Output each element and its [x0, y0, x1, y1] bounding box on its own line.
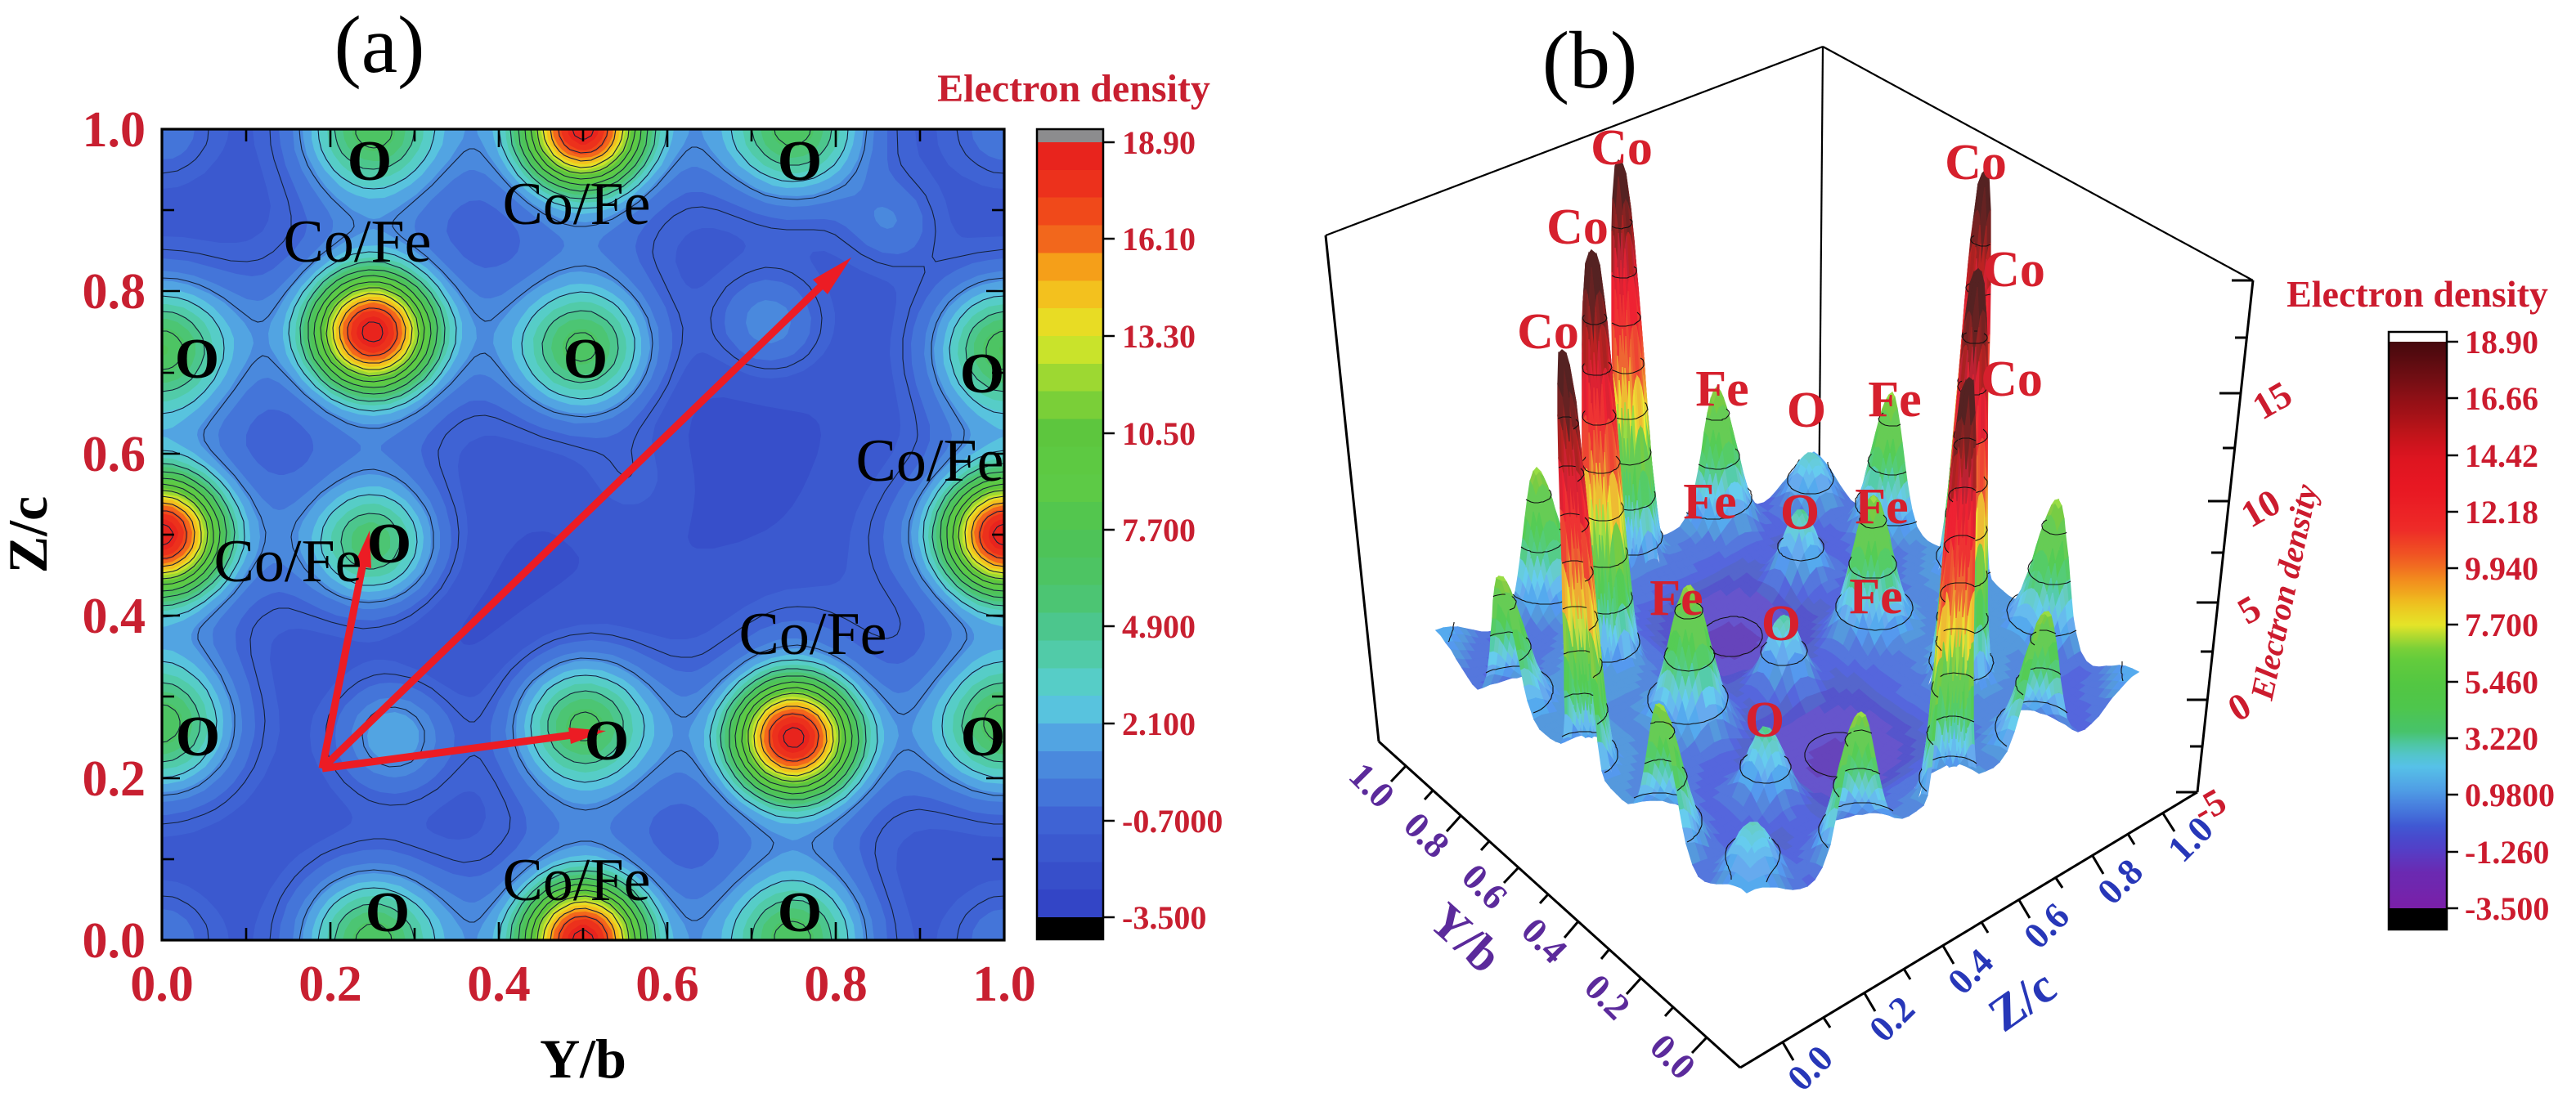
svg-text:7.700: 7.700 [1122, 512, 1196, 549]
svg-text:0.0: 0.0 [83, 913, 146, 969]
svg-text:O: O [1745, 692, 1784, 748]
svg-text:0.6: 0.6 [83, 427, 146, 482]
svg-text:Co: Co [1517, 304, 1579, 360]
svg-text:Co/Fe: Co/Fe [739, 601, 887, 668]
svg-text:18.90: 18.90 [1122, 124, 1196, 161]
svg-text:O: O [175, 328, 219, 391]
svg-text:Co/Fe: Co/Fe [503, 847, 651, 914]
svg-text:-3.500: -3.500 [2465, 890, 2549, 927]
svg-text:O: O [585, 710, 629, 773]
svg-text:2.100: 2.100 [1122, 706, 1196, 742]
svg-text:Co: Co [1546, 199, 1609, 255]
svg-text:Electron density: Electron density [2287, 273, 2548, 315]
svg-text:0.0: 0.0 [130, 956, 194, 1012]
svg-text:4.900: 4.900 [1122, 608, 1196, 645]
svg-text:10.50: 10.50 [1122, 415, 1196, 452]
svg-text:O: O [1787, 383, 1826, 438]
svg-text:9.940: 9.940 [2465, 550, 2538, 587]
svg-text:O: O [348, 130, 392, 193]
svg-text:Fe: Fe [1855, 479, 1908, 535]
svg-text:5.460: 5.460 [2465, 664, 2538, 701]
svg-text:7.700: 7.700 [2465, 607, 2538, 643]
svg-text:Fe: Fe [1695, 361, 1748, 417]
svg-text:Co: Co [1981, 352, 2043, 407]
svg-text:Co/Fe: Co/Fe [214, 528, 362, 595]
svg-text:O: O [960, 343, 1004, 405]
svg-text:0.8: 0.8 [83, 264, 146, 320]
svg-text:Fe: Fe [1649, 571, 1703, 626]
svg-text:-0.7000: -0.7000 [1122, 803, 1223, 840]
svg-text:Co/Fe: Co/Fe [503, 171, 651, 238]
svg-text:13.30: 13.30 [1122, 318, 1196, 355]
svg-text:Co: Co [1983, 242, 2045, 298]
svg-text:Fe: Fe [1868, 372, 1921, 428]
svg-text:Fe: Fe [1683, 474, 1736, 530]
svg-text:-1.260: -1.260 [2465, 834, 2549, 871]
svg-text:O: O [961, 706, 1005, 768]
svg-text:14.42: 14.42 [2465, 437, 2538, 474]
svg-text:16.66: 16.66 [2465, 380, 2538, 417]
svg-text:18.90: 18.90 [2465, 324, 2538, 361]
svg-text:Co/Fe: Co/Fe [856, 428, 1004, 495]
svg-text:O: O [563, 328, 608, 391]
svg-text:O: O [1761, 596, 1801, 652]
svg-text:Y/b: Y/b [540, 1028, 626, 1090]
svg-text:1.0: 1.0 [83, 102, 146, 158]
svg-text:Co: Co [1591, 120, 1653, 176]
svg-text:Z/c: Z/c [0, 496, 59, 573]
svg-text:-3.500: -3.500 [1122, 899, 1206, 936]
svg-text:1.0: 1.0 [972, 956, 1036, 1012]
svg-text:(a): (a) [334, 0, 425, 90]
svg-text:0.8: 0.8 [804, 956, 868, 1012]
svg-text:0.2: 0.2 [298, 956, 362, 1012]
svg-text:O: O [778, 881, 822, 944]
svg-text:O: O [778, 130, 822, 193]
svg-text:(b): (b) [1542, 15, 1638, 105]
svg-text:O: O [367, 513, 411, 576]
svg-text:0.4: 0.4 [467, 956, 531, 1012]
svg-text:Co: Co [1945, 135, 2007, 190]
svg-text:O: O [176, 706, 220, 768]
svg-text:O: O [1780, 485, 1820, 540]
svg-text:12.18: 12.18 [2465, 494, 2538, 531]
svg-text:Co/Fe: Co/Fe [284, 208, 432, 276]
svg-text:0.9800: 0.9800 [2465, 777, 2555, 813]
svg-text:0.2: 0.2 [83, 751, 146, 807]
svg-text:Electron density: Electron density [937, 67, 1210, 110]
svg-text:Fe: Fe [1849, 569, 1902, 625]
svg-text:0.4: 0.4 [83, 589, 146, 644]
svg-text:O: O [366, 881, 410, 944]
svg-text:3.220: 3.220 [2465, 720, 2538, 757]
svg-text:16.10: 16.10 [1122, 221, 1196, 258]
svg-text:0.6: 0.6 [635, 956, 699, 1012]
